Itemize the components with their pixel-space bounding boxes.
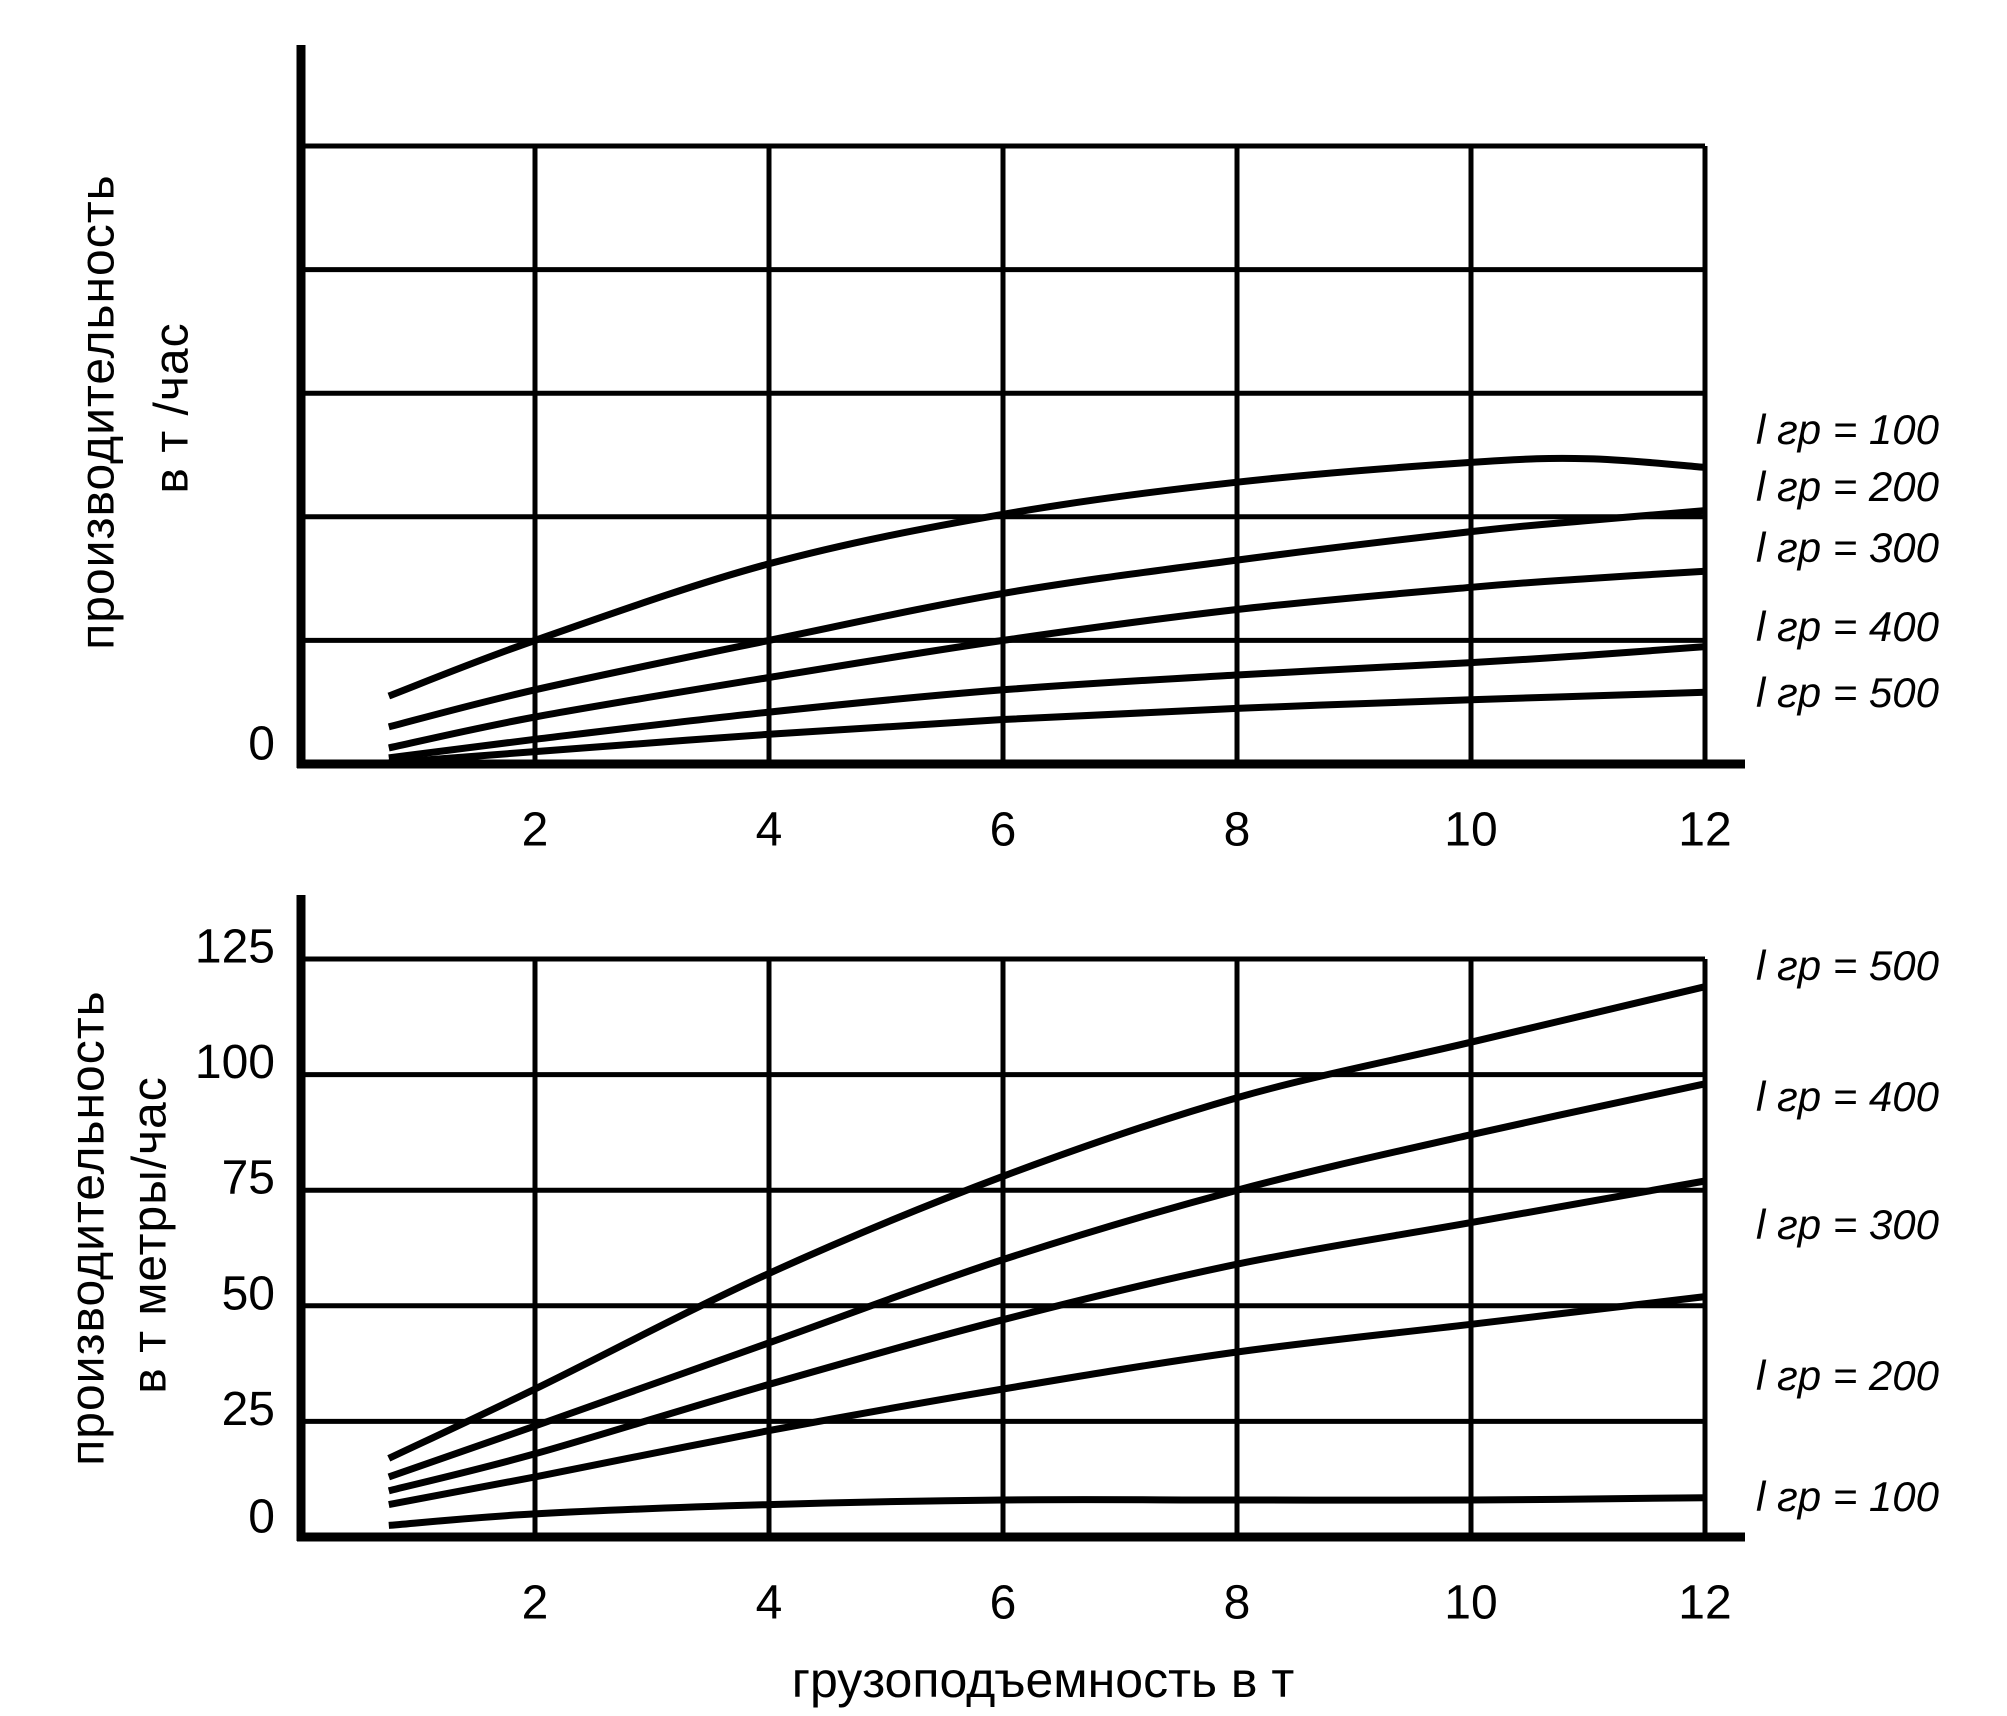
bottom-chart-curve-100	[388, 1494, 1706, 1529]
bottom-chart-x-tick-label: 12	[1678, 1577, 1731, 1630]
top-chart-x-tick-label: 10	[1444, 804, 1497, 857]
legend-bottom-lgr-400: l гр = 400	[1756, 1073, 1940, 1120]
legend-top-lgr-400: l гр = 400	[1756, 603, 1940, 650]
top-chart-x-tick-label: 6	[990, 804, 1017, 857]
bottom-chart-y-tick-label: 125	[195, 921, 275, 974]
legend-top-lgr-100: l гр = 100	[1756, 406, 1940, 453]
top-chart-curve-300	[388, 567, 1706, 752]
top-chart-x-tick-label: 8	[1224, 804, 1251, 857]
legend-bottom-lgr-200: l гр = 200	[1756, 1352, 1940, 1399]
x-axis-title: грузоподъемность в т	[791, 1652, 1295, 1708]
legend-bottom-lgr-300: l гр = 300	[1756, 1201, 1940, 1248]
bottom-chart-x-tick-label: 8	[1224, 1577, 1251, 1630]
top-chart-curve-200	[387, 507, 1706, 731]
top-chart-x-tick-label: 4	[756, 804, 783, 857]
bottom-chart-x-tick-label: 10	[1444, 1577, 1497, 1630]
bottom-chart-curve-500	[387, 983, 1706, 1462]
top-chart-curve-500	[388, 688, 1706, 767]
bottom-chart-y-tick-label: 25	[222, 1383, 275, 1436]
legend-bottom-lgr-500: l гр = 500	[1756, 942, 1940, 989]
top-chart-y-axis-label-line2: в т /час	[145, 322, 199, 494]
bottom-chart-y-tick-label: 75	[222, 1152, 275, 1205]
bottom-chart-y-axis-label-line1: производительность	[61, 990, 115, 1466]
top-chart-y-axis-label-line1: производительность	[71, 174, 125, 650]
top-chart-curve-100	[387, 454, 1706, 700]
bottom-chart-x-tick-label: 6	[990, 1577, 1017, 1630]
top-chart-x-tick-label: 12	[1678, 804, 1731, 857]
legend-top-lgr-500: l гр = 500	[1756, 669, 1940, 716]
legend-top-lgr-200: l гр = 200	[1756, 463, 1940, 510]
legend-bottom-lgr-100: l гр = 100	[1756, 1473, 1940, 1520]
bottom-chart-y-tick-label: 0	[248, 1491, 275, 1544]
top-chart-y-tick-label: 0	[248, 718, 275, 771]
bottom-chart-x-tick-label: 2	[522, 1577, 549, 1630]
bottom-chart-y-axis-label-line2: в т метры/час	[123, 1076, 177, 1394]
bottom-chart-x-tick-label: 4	[756, 1577, 783, 1630]
legend-top-lgr-300: l гр = 300	[1756, 524, 1940, 571]
bottom-chart-curve-300	[387, 1177, 1706, 1495]
top-chart-x-tick-label: 2	[522, 804, 549, 857]
bottom-chart-y-tick-label: 50	[222, 1267, 275, 1320]
top-chart-curve-400	[388, 643, 1706, 762]
bottom-chart-curve-400	[387, 1080, 1706, 1481]
bottom-chart-y-tick-label: 100	[195, 1036, 275, 1089]
bottom-chart-curve-200	[388, 1293, 1706, 1509]
